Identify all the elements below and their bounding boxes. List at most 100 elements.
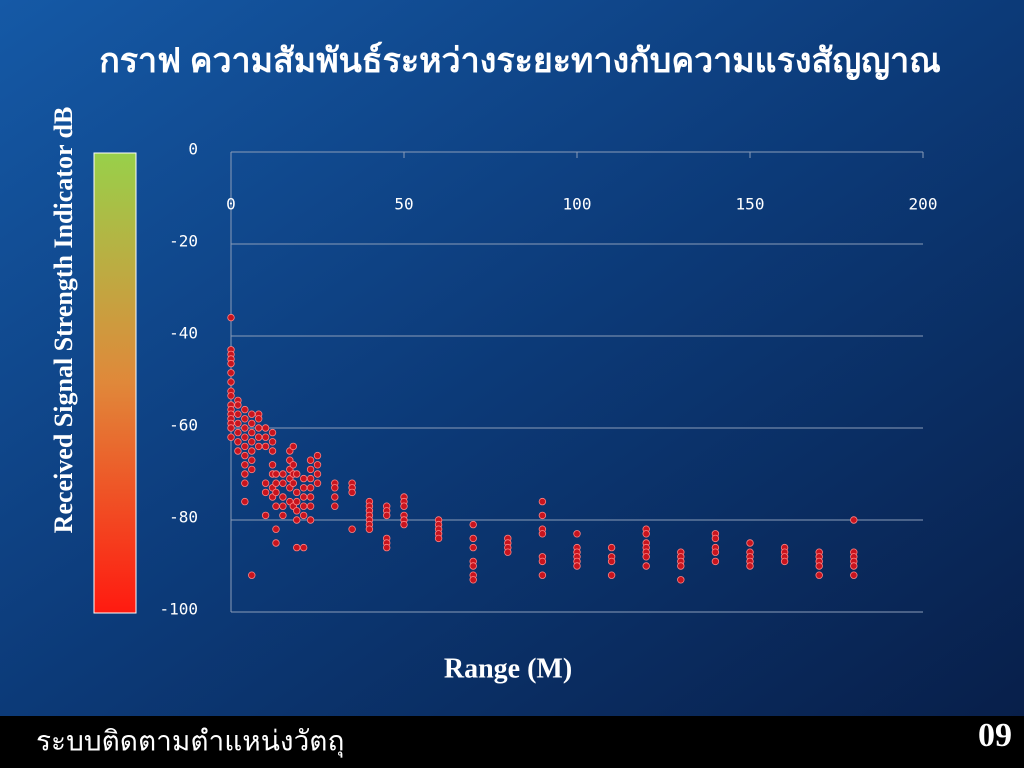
data-point bbox=[306, 474, 315, 483]
data-point bbox=[289, 479, 297, 487]
data-point bbox=[299, 543, 308, 552]
data-point bbox=[400, 520, 408, 529]
data-point bbox=[780, 557, 789, 566]
x-tick-label: 100 bbox=[563, 195, 592, 214]
data-point bbox=[227, 392, 235, 400]
data-point bbox=[746, 539, 754, 547]
data-point bbox=[241, 497, 249, 506]
data-point bbox=[279, 511, 287, 520]
data-point bbox=[331, 502, 339, 510]
data-point bbox=[227, 433, 235, 441]
data-point bbox=[850, 571, 858, 579]
chart-title: กราฟ ความสัมพันธ์ระหว่างระยะทางกับความแร… bbox=[99, 41, 941, 81]
data-point bbox=[469, 543, 477, 552]
data-point bbox=[241, 415, 249, 423]
data-point bbox=[383, 511, 391, 520]
data-point bbox=[234, 447, 242, 455]
data-point bbox=[248, 465, 256, 474]
data-point bbox=[293, 488, 301, 497]
data-point bbox=[234, 428, 242, 437]
data-point bbox=[227, 378, 235, 386]
data-point bbox=[306, 456, 315, 464]
data-point bbox=[306, 502, 315, 510]
data-point bbox=[227, 359, 235, 368]
background bbox=[0, 0, 1024, 716]
color-bar bbox=[93, 152, 137, 614]
data-point bbox=[469, 520, 477, 529]
data-point bbox=[306, 484, 315, 492]
data-point bbox=[268, 461, 277, 469]
data-point bbox=[248, 571, 256, 579]
data-point bbox=[400, 502, 408, 510]
y-tick-label: -40 bbox=[169, 324, 198, 343]
y-tick-label: 0 bbox=[188, 140, 198, 159]
data-point bbox=[642, 562, 650, 570]
data-point bbox=[272, 539, 280, 547]
data-point bbox=[573, 530, 581, 538]
data-point bbox=[227, 313, 235, 322]
data-point bbox=[306, 516, 315, 524]
data-point bbox=[272, 525, 280, 533]
data-point bbox=[293, 543, 301, 552]
data-point bbox=[241, 433, 249, 441]
data-point bbox=[293, 507, 301, 515]
data-point bbox=[313, 451, 322, 460]
data-point bbox=[383, 543, 391, 552]
data-point bbox=[241, 424, 249, 432]
data-point bbox=[241, 470, 249, 478]
data-point bbox=[348, 525, 356, 533]
data-point bbox=[306, 465, 315, 474]
data-point bbox=[261, 479, 270, 487]
data-point bbox=[504, 548, 512, 556]
data-point bbox=[331, 493, 339, 501]
footer-bar bbox=[0, 716, 1024, 768]
data-point bbox=[538, 557, 547, 566]
data-point bbox=[607, 557, 616, 566]
data-point bbox=[677, 576, 685, 584]
data-point bbox=[241, 461, 249, 469]
data-point bbox=[272, 488, 280, 497]
x-axis-label: Range (M) bbox=[444, 653, 572, 684]
data-point bbox=[815, 571, 823, 579]
data-point bbox=[293, 516, 301, 524]
data-point bbox=[313, 470, 322, 478]
data-point bbox=[279, 479, 287, 487]
data-point bbox=[313, 479, 322, 487]
data-point bbox=[711, 557, 720, 566]
data-point bbox=[607, 571, 616, 579]
data-point bbox=[469, 534, 477, 543]
data-point bbox=[299, 502, 308, 510]
data-point bbox=[289, 461, 297, 469]
y-tick-label: -20 bbox=[169, 232, 198, 251]
data-point bbox=[538, 571, 547, 579]
x-tick-label: 50 bbox=[394, 195, 413, 214]
data-point bbox=[331, 484, 339, 492]
data-point bbox=[234, 410, 242, 418]
data-point bbox=[299, 474, 308, 483]
data-point bbox=[272, 479, 280, 487]
data-point bbox=[261, 488, 270, 497]
data-point bbox=[279, 470, 287, 478]
data-point bbox=[272, 470, 280, 478]
y-axis-label: Received Signal Strength Indicator dB bbox=[49, 107, 78, 534]
data-point bbox=[241, 451, 249, 460]
data-point bbox=[538, 530, 547, 538]
y-tick-label: -80 bbox=[169, 508, 198, 527]
data-point bbox=[348, 488, 356, 497]
x-tick-label: 200 bbox=[909, 195, 938, 214]
data-point bbox=[313, 461, 322, 469]
data-point bbox=[469, 576, 477, 584]
data-point bbox=[293, 497, 301, 506]
data-point bbox=[268, 438, 277, 446]
data-point bbox=[241, 405, 249, 414]
data-point bbox=[227, 424, 235, 432]
data-point bbox=[434, 534, 443, 543]
data-point bbox=[711, 534, 720, 543]
data-point bbox=[306, 493, 315, 501]
data-point bbox=[469, 562, 477, 570]
data-point bbox=[227, 369, 235, 377]
data-point bbox=[248, 438, 256, 446]
y-tick-label: -100 bbox=[159, 600, 198, 619]
data-point bbox=[299, 484, 308, 492]
